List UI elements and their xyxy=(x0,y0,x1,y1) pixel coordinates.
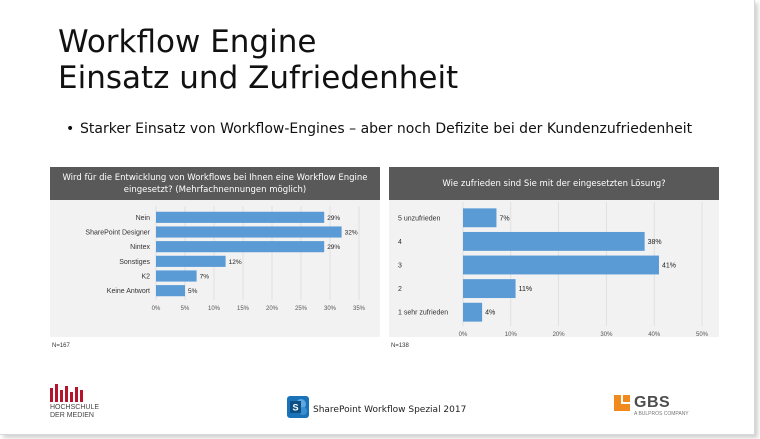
bar xyxy=(156,270,197,282)
data-label: 29% xyxy=(327,215,340,222)
chart-left-title: Wird für die Entwicklung von Workflows b… xyxy=(62,172,368,195)
hdm-logo-text: HOCHSCHULE DER MEDIEN xyxy=(50,404,100,419)
data-label: 41% xyxy=(662,263,676,270)
title-line-1: Workflow Engine xyxy=(58,24,317,60)
bullet-point: • Starker Einsatz von Workflow-Engines – … xyxy=(66,121,692,137)
chart-left-sample-size: N=167 xyxy=(52,343,70,349)
chart-left-plot: 0% 5% 10% 15% 20% 25% 30% 35% Nein 29% SharePoint … xyxy=(85,206,366,312)
category-label: Nintex xyxy=(130,244,150,251)
x-tick-label: 25% xyxy=(295,306,308,312)
bar xyxy=(156,285,185,297)
data-label: 7% xyxy=(200,274,210,281)
svg-text:S: S xyxy=(292,403,298,413)
bar xyxy=(463,255,659,275)
category-label: Nein xyxy=(136,215,151,222)
bar xyxy=(156,241,325,253)
hdm-logo-icon xyxy=(50,384,83,402)
x-tick-label: 10% xyxy=(208,306,221,312)
title-line-2: Einsatz und Zufriedenheit xyxy=(58,60,459,96)
category-label: SharePoint Designer xyxy=(85,230,150,237)
category-label: 4 xyxy=(398,239,402,246)
bar xyxy=(463,302,483,322)
gbs-logo-subtitle: A BULPROS COMPANY xyxy=(634,411,689,417)
chart-right-header: Wie zufrieden sind Sie mit der eingesetz… xyxy=(389,167,719,200)
data-label: 4% xyxy=(485,310,495,317)
bar xyxy=(463,279,516,299)
chart-right-title: Wie zufrieden sind Sie mit der eingesetz… xyxy=(442,178,666,189)
data-label: 32% xyxy=(345,230,358,237)
chart-right-plot: 0% 10% 20% 30% 40% 50% 5 unzufrieden 7% 4 38% 3 41%… xyxy=(398,202,709,337)
category-label: Keine Antwort xyxy=(107,288,150,295)
chart-panel-left: Wird für die Entwicklung von Workflows b… xyxy=(50,167,380,337)
x-tick-label: 0% xyxy=(152,306,161,312)
x-tick-label: 30% xyxy=(600,332,613,337)
x-tick-label: 40% xyxy=(648,332,661,337)
gbs-logo-icon xyxy=(614,395,630,411)
chart-right-sample-size: N=138 xyxy=(391,343,409,349)
gbs-logo-text: GBS xyxy=(634,394,671,411)
bar xyxy=(156,226,342,238)
data-label: 5% xyxy=(188,288,198,295)
data-label: 12% xyxy=(229,259,242,266)
x-tick-label: 20% xyxy=(553,332,566,337)
x-tick-label: 5% xyxy=(181,306,190,312)
category-label: 5 unzufrieden xyxy=(398,215,441,222)
x-tick-label: 10% xyxy=(505,332,518,337)
bar xyxy=(463,231,645,251)
chart-panel-right: Wie zufrieden sind Sie mit der eingesetz… xyxy=(389,167,719,337)
data-label: 29% xyxy=(327,244,340,251)
category-label: 2 xyxy=(398,286,402,293)
x-tick-label: 0% xyxy=(459,332,468,337)
data-label: 38% xyxy=(648,239,662,246)
x-tick-label: 30% xyxy=(324,306,337,312)
x-tick-label: 15% xyxy=(237,306,250,312)
bullet-dot-icon: • xyxy=(66,121,75,137)
x-tick-label: 35% xyxy=(353,306,366,312)
footer-event-title: SharePoint Workflow Spezial 2017 xyxy=(313,405,467,415)
x-tick-label: 20% xyxy=(266,306,279,312)
bar xyxy=(156,211,325,223)
sharepoint-icon: S xyxy=(287,396,309,418)
x-tick-label: 50% xyxy=(696,332,709,337)
chart-left-header: Wird für die Entwicklung von Workflows b… xyxy=(50,167,380,200)
category-label: Sonstiges xyxy=(119,259,150,266)
bar xyxy=(463,208,497,228)
slide-title: Workflow Engine Einsatz und Zufriedenhei… xyxy=(58,24,458,96)
bar xyxy=(156,255,226,267)
category-label: K2 xyxy=(141,274,150,281)
category-label: 1 sehr zufrieden xyxy=(398,310,448,317)
category-label: 3 xyxy=(398,263,402,270)
bullet-text: Starker Einsatz von Workflow-Engines – a… xyxy=(80,121,693,137)
data-label: 11% xyxy=(519,286,533,293)
data-label: 7% xyxy=(499,215,509,222)
